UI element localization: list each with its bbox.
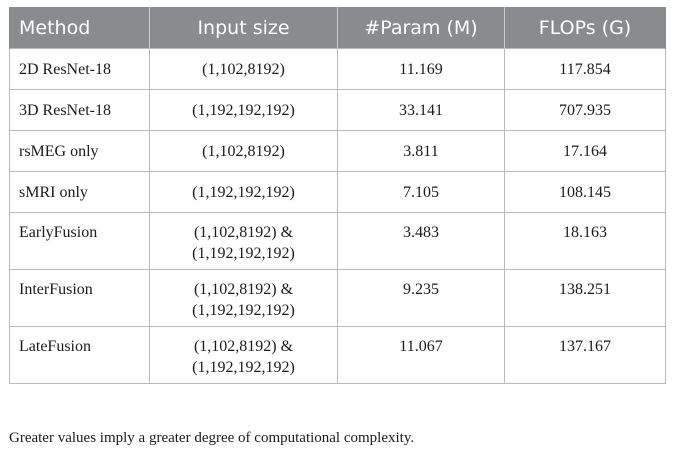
cell-params: 9.235 — [337, 269, 505, 327]
table-row: rsMEG only (1,102,8192) 3.811 17.164 — [9, 130, 666, 172]
cell-method: sMRI only — [9, 171, 150, 213]
cell-flops: 18.163 — [504, 212, 666, 270]
cell-method: LateFusion — [9, 326, 150, 384]
input-size-line-2: (1,192,192,192) — [192, 359, 295, 376]
table-row: sMRI only (1,192,192,192) 7.105 108.145 — [9, 171, 666, 213]
cell-flops: 17.164 — [504, 130, 666, 172]
cell-method: 3D ResNet-18 — [9, 89, 150, 131]
input-size-line-2: (1,192,192,192) — [192, 302, 295, 319]
input-size-line-1: (1,102,8192) & — [193, 224, 294, 241]
table-row: LateFusion (1,102,8192) & (1,192,192,192… — [9, 326, 666, 384]
cell-input-size: (1,102,8192) & (1,192,192,192) — [149, 269, 338, 327]
input-size-line-1: (1,102,8192) & — [193, 281, 294, 298]
header-params: #Param (M) — [337, 7, 505, 49]
header-method: Method — [9, 7, 150, 49]
cell-method: 2D ResNet-18 — [9, 48, 150, 90]
cell-flops: 138.251 — [504, 269, 666, 327]
cell-params: 11.067 — [337, 326, 505, 384]
cell-flops: 707.935 — [504, 89, 666, 131]
cell-params: 3.483 — [337, 212, 505, 270]
header-input-size: Input size — [149, 7, 338, 49]
cell-params: 3.811 — [337, 130, 505, 172]
cell-params: 11.169 — [337, 48, 505, 90]
cell-input-size: (1,102,8192) — [149, 130, 338, 172]
table-row: InterFusion (1,102,8192) & (1,192,192,19… — [9, 269, 666, 327]
input-size-line-1: (1,102,8192) & — [193, 338, 294, 355]
cell-input-size: (1,192,192,192) — [149, 171, 338, 213]
table-header-row: Method Input size #Param (M) FLOPs (G) — [9, 7, 666, 49]
table-row: EarlyFusion (1,102,8192) & (1,192,192,19… — [9, 212, 666, 270]
cell-input-size: (1,102,8192) & (1,192,192,192) — [149, 326, 338, 384]
header-flops: FLOPs (G) — [504, 7, 666, 49]
cell-method: InterFusion — [9, 269, 150, 327]
cell-flops: 117.854 — [504, 48, 666, 90]
cell-method: EarlyFusion — [9, 212, 150, 270]
cell-flops: 137.167 — [504, 326, 666, 384]
input-size-line-2: (1,192,192,192) — [192, 245, 295, 262]
table-footnote: Greater values imply a greater degree of… — [9, 430, 415, 446]
cell-input-size: (1,102,8192) & (1,192,192,192) — [149, 212, 338, 270]
cell-flops: 108.145 — [504, 171, 666, 213]
cell-input-size: (1,102,8192) — [149, 48, 338, 90]
cell-params: 33.141 — [337, 89, 505, 131]
cell-input-size: (1,192,192,192) — [149, 89, 338, 131]
complexity-table-container: Method Input size #Param (M) FLOPs (G) 2… — [9, 7, 666, 384]
table-row: 2D ResNet-18 (1,102,8192) 11.169 117.854 — [9, 48, 666, 90]
cell-params: 7.105 — [337, 171, 505, 213]
table-row: 3D ResNet-18 (1,192,192,192) 33.141 707.… — [9, 89, 666, 131]
complexity-table: Method Input size #Param (M) FLOPs (G) 2… — [9, 7, 666, 384]
cell-method: rsMEG only — [9, 130, 150, 172]
